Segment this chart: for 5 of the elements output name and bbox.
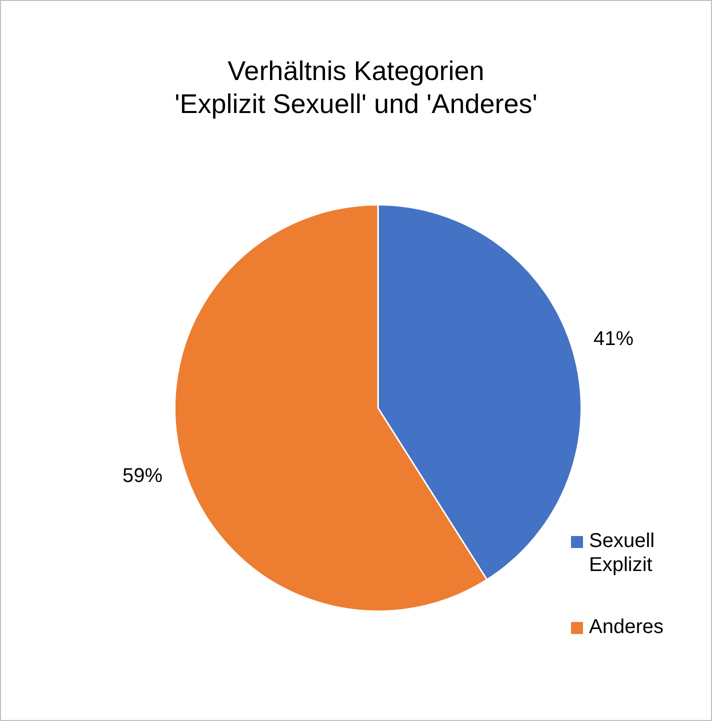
data-label: 59% <box>122 464 163 487</box>
legend-label: Anderes <box>589 615 664 639</box>
legend-label: Sexuell Explizit <box>589 529 656 577</box>
chart-title: Verhältnis Kategorien 'Explizit Sexuell' und 'Anderes' <box>174 55 538 121</box>
data-label: 41% <box>593 328 634 350</box>
